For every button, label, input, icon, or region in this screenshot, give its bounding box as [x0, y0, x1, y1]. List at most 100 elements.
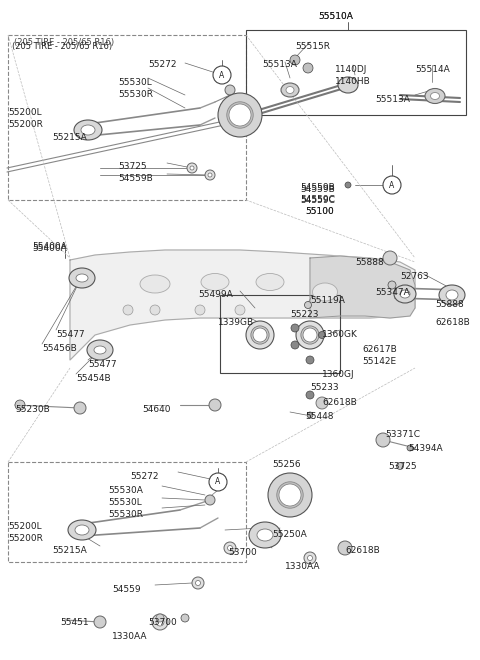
Text: 55448: 55448 — [305, 412, 334, 421]
Text: 55100: 55100 — [305, 207, 334, 216]
Text: 55456B: 55456B — [42, 344, 77, 353]
Circle shape — [396, 463, 404, 469]
Circle shape — [339, 542, 351, 554]
Text: 55477: 55477 — [88, 360, 117, 369]
Ellipse shape — [249, 522, 281, 548]
Circle shape — [229, 104, 251, 126]
Circle shape — [209, 473, 227, 491]
Text: 55142E: 55142E — [362, 357, 396, 366]
Circle shape — [187, 163, 197, 173]
Ellipse shape — [74, 120, 102, 140]
Circle shape — [306, 391, 314, 399]
Circle shape — [383, 176, 401, 194]
Text: 54559C: 54559C — [300, 195, 335, 204]
Ellipse shape — [312, 283, 337, 301]
Text: 55530R: 55530R — [118, 90, 153, 99]
Circle shape — [291, 324, 299, 332]
Circle shape — [150, 305, 160, 315]
Circle shape — [218, 93, 262, 137]
Text: 55510A: 55510A — [318, 12, 353, 21]
Ellipse shape — [140, 275, 170, 293]
Text: 54559: 54559 — [112, 585, 141, 594]
Ellipse shape — [425, 88, 445, 104]
Circle shape — [228, 546, 232, 550]
Text: 55454B: 55454B — [76, 374, 110, 383]
Text: 1360GK: 1360GK — [322, 330, 358, 339]
Circle shape — [308, 556, 312, 560]
Text: 1140HB: 1140HB — [335, 77, 371, 86]
Circle shape — [195, 305, 205, 315]
Text: 55230B: 55230B — [15, 405, 50, 414]
Bar — [246, 30, 466, 115]
Text: 55200R: 55200R — [8, 120, 43, 129]
Polygon shape — [70, 250, 415, 360]
Text: 1330AA: 1330AA — [112, 632, 147, 641]
Text: (205 TIRE - 205/65 R16): (205 TIRE - 205/65 R16) — [12, 42, 112, 51]
Circle shape — [224, 542, 236, 554]
Text: 55514A: 55514A — [415, 65, 450, 74]
Text: 55510A: 55510A — [318, 12, 353, 21]
Text: 55100: 55100 — [305, 207, 334, 216]
Text: 53700: 53700 — [148, 618, 177, 627]
Ellipse shape — [257, 529, 273, 541]
Text: 55119A: 55119A — [310, 296, 345, 305]
Circle shape — [383, 251, 397, 265]
Text: 54640: 54640 — [142, 405, 170, 414]
Text: 52763: 52763 — [400, 272, 429, 281]
Ellipse shape — [69, 268, 95, 288]
Circle shape — [227, 102, 253, 128]
Ellipse shape — [281, 83, 299, 97]
Text: (205 TIRE - 205/65 R16): (205 TIRE - 205/65 R16) — [14, 38, 114, 47]
Circle shape — [152, 614, 168, 630]
Circle shape — [338, 541, 352, 555]
Ellipse shape — [201, 273, 229, 290]
Circle shape — [316, 397, 328, 409]
Text: 55530L: 55530L — [118, 78, 152, 87]
Text: 1330AA: 1330AA — [285, 562, 321, 571]
Ellipse shape — [286, 86, 294, 94]
Circle shape — [225, 85, 235, 95]
Text: 55888: 55888 — [435, 300, 464, 309]
Circle shape — [190, 166, 194, 170]
Text: 53371C: 53371C — [385, 430, 420, 439]
Text: 53725: 53725 — [388, 462, 417, 471]
Circle shape — [192, 577, 204, 589]
Ellipse shape — [446, 290, 458, 300]
Circle shape — [156, 614, 164, 622]
Text: 54559C: 54559C — [300, 196, 335, 205]
Ellipse shape — [94, 346, 106, 354]
Circle shape — [268, 473, 312, 517]
Text: 55272: 55272 — [148, 60, 177, 69]
Circle shape — [156, 618, 164, 626]
Text: A: A — [219, 71, 225, 79]
Circle shape — [123, 305, 133, 315]
Circle shape — [307, 412, 313, 418]
Text: 54394A: 54394A — [408, 444, 443, 453]
Circle shape — [208, 173, 212, 177]
Circle shape — [74, 402, 86, 414]
Text: 55513A: 55513A — [375, 95, 410, 104]
Text: 53725: 53725 — [118, 162, 146, 171]
Text: 55530R: 55530R — [108, 510, 143, 519]
Circle shape — [306, 356, 314, 364]
Bar — [8, 35, 246, 200]
Text: 1140DJ: 1140DJ — [335, 65, 367, 74]
Text: 53700: 53700 — [228, 548, 257, 557]
Ellipse shape — [439, 285, 465, 305]
Text: 54559B: 54559B — [300, 185, 335, 194]
Circle shape — [296, 321, 324, 349]
Ellipse shape — [400, 290, 410, 298]
Ellipse shape — [75, 525, 89, 535]
Text: 55256: 55256 — [272, 460, 300, 469]
Circle shape — [319, 331, 325, 339]
Text: 55215A: 55215A — [52, 546, 87, 555]
Circle shape — [181, 614, 189, 622]
Bar — [8, 462, 246, 562]
Text: 55530A: 55530A — [108, 486, 143, 495]
Circle shape — [205, 495, 215, 505]
Circle shape — [246, 321, 274, 349]
Circle shape — [290, 55, 300, 65]
Text: 62618B: 62618B — [322, 398, 357, 407]
Text: 1339GB: 1339GB — [218, 318, 254, 327]
Text: 55477: 55477 — [56, 330, 84, 339]
